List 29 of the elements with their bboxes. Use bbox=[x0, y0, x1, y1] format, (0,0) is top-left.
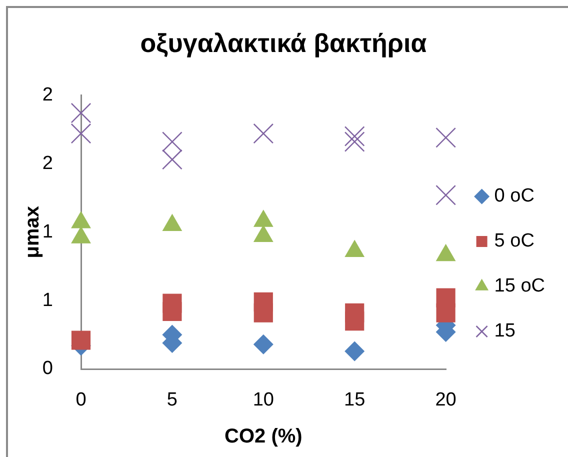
point bbox=[436, 127, 456, 148]
point bbox=[344, 126, 365, 146]
point bbox=[71, 330, 91, 350]
y-axis-title: μmax bbox=[22, 206, 44, 258]
point bbox=[253, 123, 274, 144]
point bbox=[162, 302, 182, 322]
point bbox=[344, 341, 365, 362]
point bbox=[345, 312, 364, 331]
x-tick-label: 15 bbox=[344, 390, 366, 411]
y-tick-label: 1 bbox=[42, 290, 53, 311]
x-tick-label: 5 bbox=[166, 390, 178, 411]
x-tick-label: 20 bbox=[435, 390, 456, 411]
point bbox=[344, 132, 365, 152]
y-tick-label: 2 bbox=[42, 152, 53, 174]
x-axis-title: CO2 (%) bbox=[224, 426, 302, 448]
x-tick-label: 10 bbox=[252, 390, 274, 411]
point bbox=[253, 334, 274, 354]
y-tick-label: 2 bbox=[42, 84, 53, 106]
legend-label: 15 oC bbox=[494, 276, 545, 297]
y-tick-label: 1 bbox=[42, 221, 53, 242]
legend-label: 15 bbox=[494, 320, 516, 342]
point bbox=[436, 184, 456, 206]
y-tick-label: 0 bbox=[42, 358, 53, 380]
x-tick-label: 0 bbox=[76, 390, 86, 411]
point bbox=[254, 303, 273, 322]
point bbox=[436, 303, 456, 322]
chart-title: οξυγαλακτικά βακτήρια bbox=[140, 28, 427, 58]
legend-label: 0 oC bbox=[494, 186, 534, 207]
legend-label: 5 oC bbox=[494, 230, 534, 252]
